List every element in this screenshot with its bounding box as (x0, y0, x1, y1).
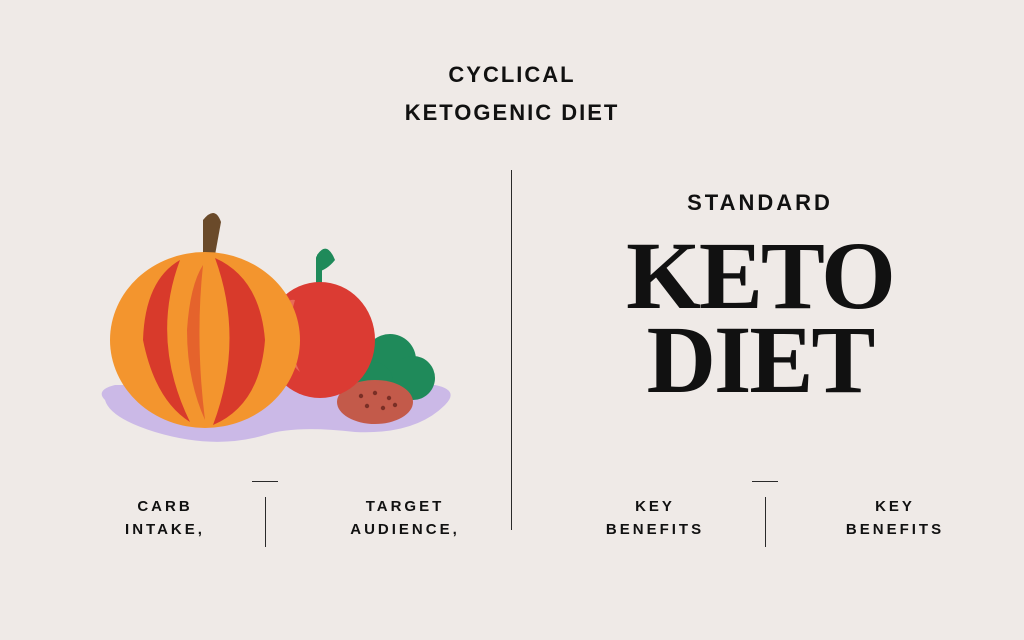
small-divider-right (765, 497, 766, 547)
right-heading-block: STANDARD KETO DIET (570, 190, 950, 403)
bottom-label-4-line2: BENEFITS (846, 521, 944, 538)
standard-label: STANDARD (570, 190, 950, 216)
small-divider-left (265, 497, 266, 547)
tick-left (252, 481, 278, 482)
pumpkin-icon (110, 213, 300, 428)
bottom-label-2: TARGET AUDIENCE, (305, 495, 505, 542)
bottom-label-4: KEY BENEFITS (795, 495, 995, 542)
bottom-label-1: CARB INTAKE, (65, 495, 265, 542)
bottom-row: CARB INTAKE, TARGET AUDIENCE, KEY BENEFI… (0, 495, 1024, 575)
bottom-label-1-line2: INTAKE, (125, 521, 205, 538)
title-line-2: KETOGENIC DIET (0, 100, 1024, 126)
bottom-label-3-line2: BENEFITS (606, 521, 704, 538)
bottom-label-1-line1: CARB (137, 498, 192, 515)
bottom-label-2-line1: TARGET (366, 498, 445, 515)
keto-big-line2: DIET (570, 318, 950, 402)
bottom-label-3-line1: KEY (635, 498, 675, 515)
infographic-canvas: CYCLICAL KETOGENIC DIET (0, 0, 1024, 640)
bottom-label-3: KEY BENEFITS (555, 495, 755, 542)
bottom-label-4-line1: KEY (875, 498, 915, 515)
bottom-label-2-line2: AUDIENCE, (350, 521, 460, 538)
tick-right (752, 481, 778, 482)
center-divider (511, 170, 512, 530)
title-line-1: CYCLICAL (0, 62, 1024, 88)
food-illustration (95, 200, 465, 460)
